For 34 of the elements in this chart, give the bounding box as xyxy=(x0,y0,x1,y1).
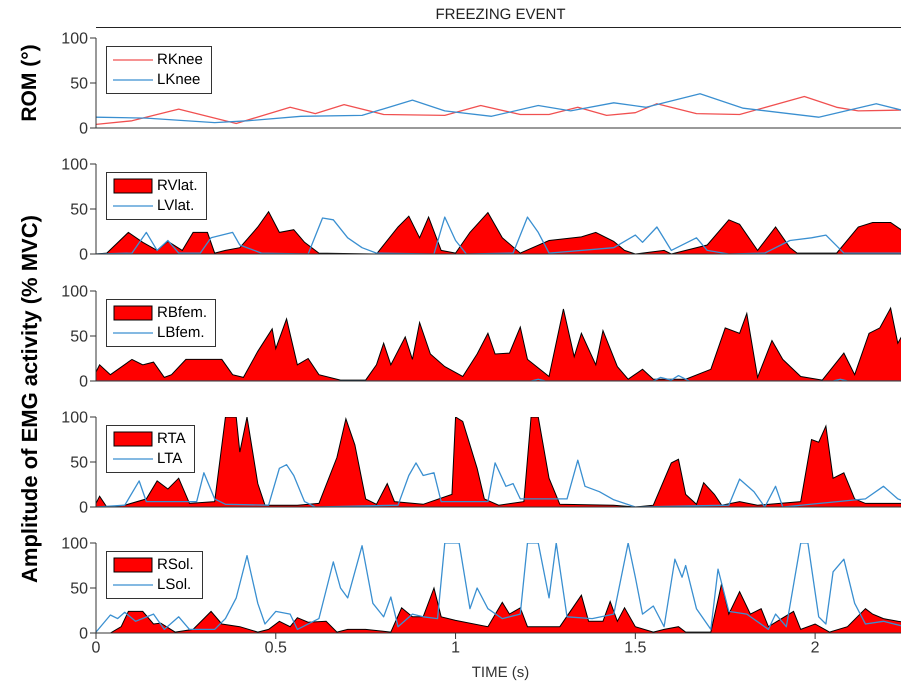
chart-title: FREEZING EVENT xyxy=(96,4,901,28)
y-tick-label: 50 xyxy=(70,202,88,219)
y-tick-label: 50 xyxy=(70,76,88,93)
legend-label: RVlat. xyxy=(157,176,198,196)
legend-label: RBfem. xyxy=(157,302,208,323)
legend-label: LBfem. xyxy=(157,322,205,343)
y-tick-label: 0 xyxy=(79,246,88,264)
y-tick-label: 100 xyxy=(61,410,88,427)
x-tick-label: 2 xyxy=(810,640,820,657)
y-tick-label: 0 xyxy=(79,373,88,390)
legend-label: RKnee xyxy=(157,50,203,70)
x-tick-label: 1.5 xyxy=(624,640,647,657)
x-tick-label: 0.5 xyxy=(264,640,287,657)
y-tick-label: 100 xyxy=(61,156,88,174)
x-axis-title: TIME (s) xyxy=(472,664,530,682)
y-tick-label: 100 xyxy=(61,536,88,553)
legend-label: LKnee xyxy=(157,70,200,90)
y-tick-label: 100 xyxy=(61,30,88,48)
y-tick-label: 0 xyxy=(79,500,88,517)
legend-label: RTA xyxy=(157,428,186,449)
y-axis-title: ROM (°) xyxy=(18,44,42,122)
y-tick-label: 50 xyxy=(70,454,88,472)
legend-label: LVlat. xyxy=(157,196,194,216)
legend-label: RSol. xyxy=(157,555,194,576)
y-tick-label: 0 xyxy=(79,120,88,138)
legend-label: LTA xyxy=(157,448,182,469)
y-tick-label: 100 xyxy=(61,283,88,300)
y-tick-label: 0 xyxy=(79,626,88,643)
y-tick-label: 50 xyxy=(70,580,88,598)
legend-label: LSol. xyxy=(157,575,192,596)
x-tick-label: 0 xyxy=(92,640,101,657)
x-tick-label: 1 xyxy=(451,640,460,657)
y-axis-title: Amplitude of EMG activity (% MVC) xyxy=(17,214,43,583)
y-tick-label: 50 xyxy=(70,328,88,346)
